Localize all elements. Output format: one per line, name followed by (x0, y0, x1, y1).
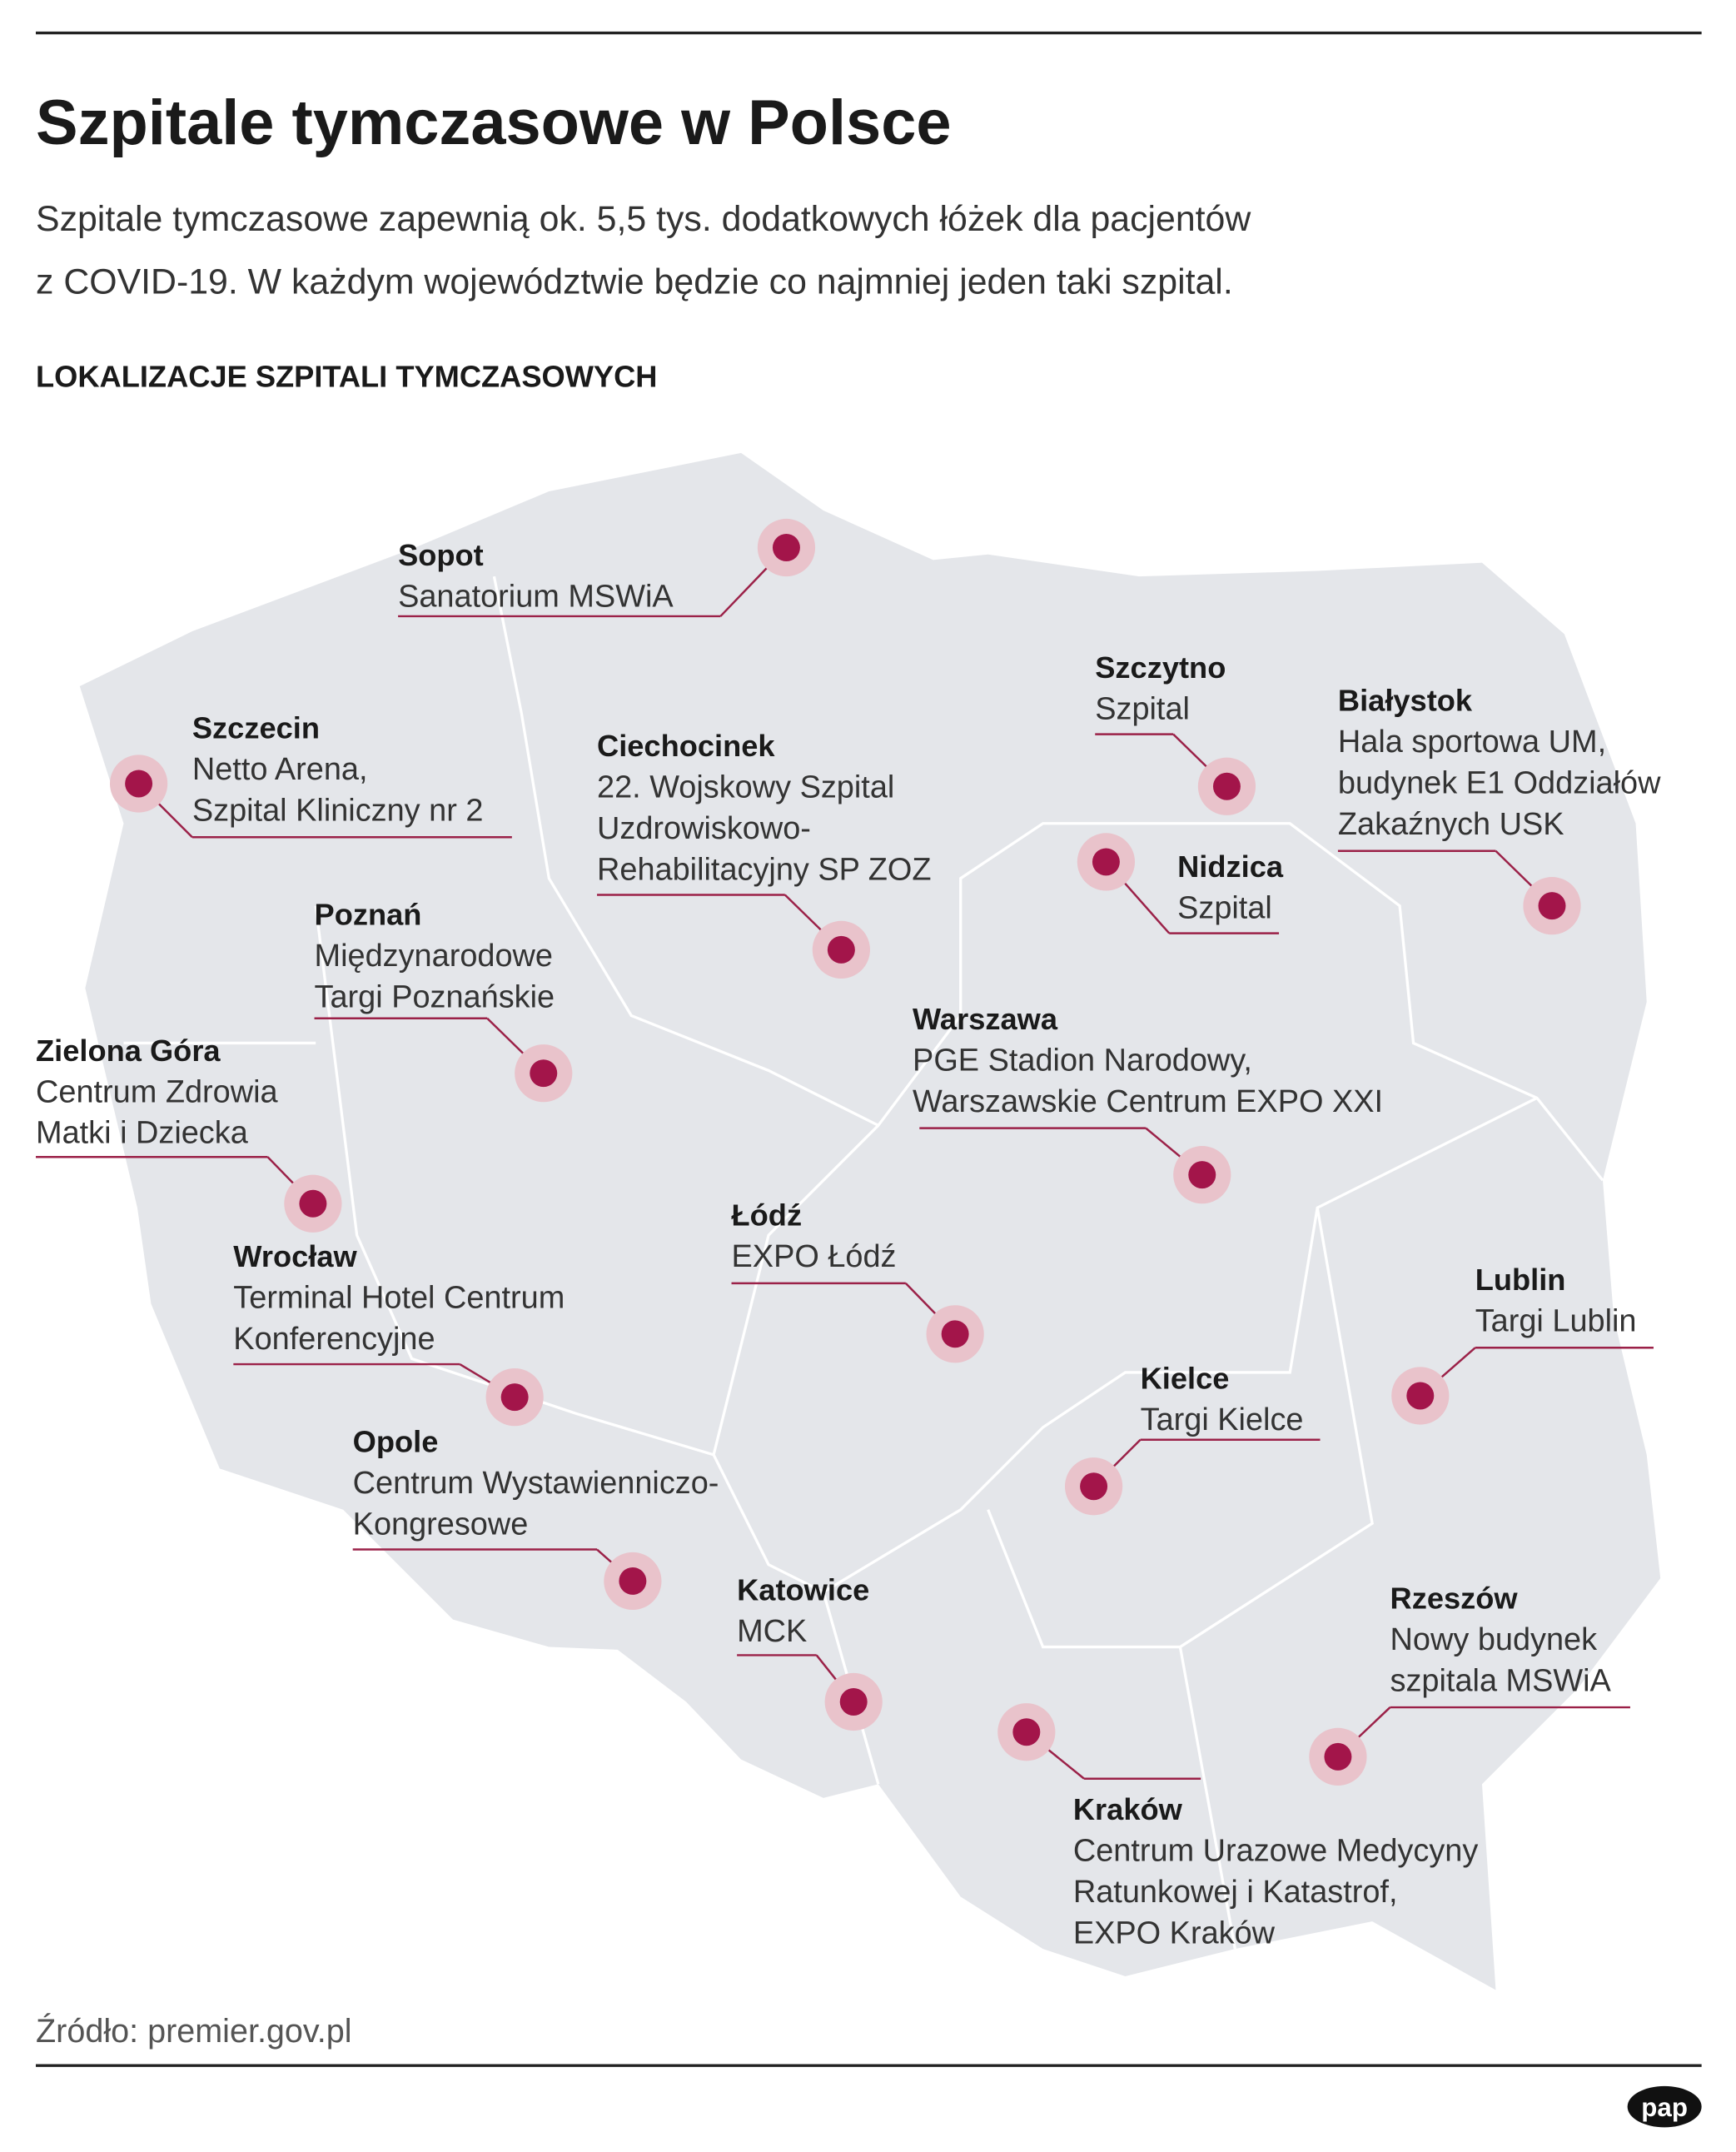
pin (500, 1383, 529, 1412)
city-name: Nidzica (1177, 849, 1284, 884)
hospital-description: Targi Poznańskie (315, 980, 555, 1015)
pins: Sopot Sanatorium MSWiA Szczecin Netto Arena… (36, 518, 1661, 1951)
hospital-description: MCK (737, 1614, 807, 1649)
hospital-description: Szpital (1095, 692, 1190, 727)
hospital-description: Rehabilitacyjny SP ZOZ (597, 852, 932, 887)
hospital-description: EXPO Kraków (1073, 1916, 1276, 1951)
pin (530, 1059, 558, 1088)
hospital-description: Hala sportowa UM, (1338, 725, 1606, 760)
pin (299, 1189, 327, 1218)
pin (839, 1687, 868, 1716)
city-name: Lublin (1475, 1263, 1566, 1297)
city-name: Warszawa (913, 1002, 1058, 1036)
hospital-description: Międzynarodowe (315, 939, 553, 974)
hospital-description: budynek E1 Oddziałów (1338, 766, 1661, 801)
pin (1406, 1382, 1435, 1410)
section-label: LOKALIZACJE SZPITALI TYMCZASOWYCH (36, 360, 657, 394)
hospital-description: Targi Lublin (1475, 1304, 1637, 1339)
city-name: Zielona Góra (36, 1034, 221, 1068)
hospital-description: Szpital Kliniczny nr 2 (192, 793, 484, 828)
logo-badge (1627, 2085, 1702, 2128)
hospital-description: PGE Stadion Narodowy, (913, 1043, 1252, 1078)
source: Źródło: premier.gov.pl (36, 2013, 352, 2050)
pin (941, 1320, 969, 1348)
city-name: Ciechocinek (597, 729, 775, 763)
pin (125, 770, 153, 798)
hospital-description: Konferencyjne (233, 1322, 435, 1357)
city-name: Szczecin (192, 711, 320, 745)
pin (1092, 848, 1120, 876)
pin (1188, 1161, 1216, 1189)
city-name: Rzeszów (1390, 1581, 1519, 1615)
hospital-description: Szpital (1177, 890, 1272, 925)
hospital-description: Zakaźnych USK (1338, 807, 1564, 842)
hospital-description: Warszawskie Centrum EXPO XXI (913, 1084, 1383, 1119)
hospital-description: Matki i Dziecka (36, 1116, 249, 1151)
hospital-description: Ratunkowej i Katastrof, (1073, 1875, 1398, 1910)
city-name: Poznań (315, 898, 422, 932)
pin (1080, 1472, 1108, 1501)
subtitle: Szpitale tymczasowe zapewnią ok. 5,5 tys… (36, 199, 1251, 239)
pin (1012, 1718, 1041, 1746)
hospital-description: EXPO Łódź (732, 1239, 897, 1274)
hospital-description: Terminal Hotel Centrum (233, 1281, 565, 1316)
city-name: Kraków (1073, 1792, 1183, 1826)
pin (772, 534, 800, 562)
hospital-description: Centrum Zdrowia (36, 1074, 279, 1109)
hospital-description: Centrum Wystawienniczo- (353, 1466, 719, 1501)
pin (619, 1567, 647, 1595)
hospital-description: Centrum Urazowe Medycyny (1073, 1834, 1478, 1869)
hospital-description: szpitala MSWiA (1390, 1663, 1612, 1698)
region-borders (123, 575, 1604, 1950)
city-name: Wrocław (233, 1239, 357, 1273)
city-name: Sopot (398, 538, 484, 572)
hospital-description: Sanatorium MSWiA (398, 579, 674, 614)
hospital-description: Nowy budynek (1390, 1622, 1598, 1657)
city-name: Kielce (1141, 1362, 1230, 1396)
hospital-description: Kongresowe (353, 1507, 529, 1542)
city-name: Białystok (1338, 684, 1473, 718)
hospital-description: Netto Arena, (192, 752, 368, 787)
hospital-description: Targi Kielce (1141, 1402, 1304, 1437)
city-name: Katowice (737, 1573, 869, 1607)
subtitle: z COVID-19. W każdym województwie będzie… (36, 262, 1233, 302)
hospital-description: Uzdrowiskowo- (597, 811, 811, 846)
pin (1212, 772, 1241, 800)
city-name: Opole (353, 1425, 439, 1459)
pin (1538, 892, 1566, 920)
title: Szpitale tymczasowe w Polsce (36, 87, 952, 158)
logo: pap (1641, 2093, 1688, 2122)
pin (827, 935, 855, 964)
city-name: Szczytno (1095, 650, 1226, 685)
hospital-description: 22. Wojskowy Szpital (597, 770, 894, 805)
pin (1324, 1742, 1352, 1771)
city-name: Łódź (732, 1198, 803, 1233)
